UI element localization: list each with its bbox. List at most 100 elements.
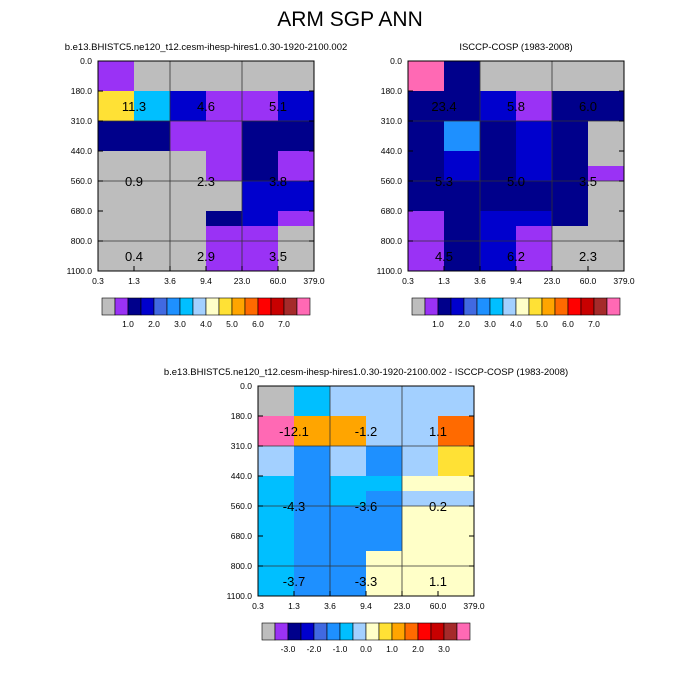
heatmap-cell [516,226,552,271]
difference-heatmap-panel: b.e13.BHISTC5.ne120_t12.cesm-ihesp-hires… [164,365,568,665]
heatmap-cell [206,181,242,211]
x-tick-label: 379.0 [463,601,485,611]
heatmap-cell [516,211,552,226]
heatmap-cell [438,491,474,506]
heatmap-cell [242,151,278,166]
x-tick-label: 9.4 [200,276,212,286]
heatmap-cell [98,121,134,151]
heatmap-cell [438,446,474,476]
heatmap-cell [438,536,474,551]
cell-value-label: -3.7 [283,574,305,589]
colorbar-label: 7.0 [588,319,600,329]
colorbar-label: 5.0 [226,319,238,329]
colorbar-swatch [404,622,419,641]
colorbar-swatch [456,622,471,641]
heatmap-cell [258,536,294,551]
y-tick-label: 800.0 [71,236,93,246]
colorbar-label: 3.0 [438,644,450,654]
colorbar-swatch [489,297,504,316]
heatmap-cell [438,386,474,416]
heatmap-cell [258,386,294,416]
heatmap-svg: ISCCP-COSP (1983-2008) 0.3 1.3 3.6 9.4 23.0 60… [377,42,635,329]
colorbar-swatch [127,297,142,316]
cell-value-label: 0.2 [429,499,447,514]
colorbar-swatch [411,297,426,316]
x-tick-label: 23.0 [544,276,561,286]
heatmap-cell [402,446,438,476]
colorbar-swatch [257,297,272,316]
colorbar-label: 3.0 [484,319,496,329]
heatmap-cell [330,506,366,536]
y-tick-label: 0.0 [240,381,252,391]
colorbar-swatch [391,622,406,641]
heatmap-cell [552,181,588,211]
x-tick-label: 3.6 [164,276,176,286]
heatmap-cell [516,91,552,121]
heatmap-cell [134,91,170,121]
heatmap-cell [438,416,474,446]
heatmap-cell [258,446,294,476]
cell-value-label: 5.8 [507,99,525,114]
heatmap-cell [278,226,314,271]
heatmap-cell [258,506,294,536]
heatmap-cell [444,91,480,121]
x-tick-label: 1.3 [128,276,140,286]
heatmap-cell [170,91,206,121]
colorbar-swatch [437,297,452,316]
heatmap-cell [134,226,170,271]
heatmap-cell [480,181,516,211]
y-tick-label: 440.0 [71,146,93,156]
heatmap-cell [294,446,330,476]
y-tick-label: 560.0 [71,176,93,186]
heatmap-cell [294,506,330,536]
x-tick-label: 60.0 [430,601,447,611]
heatmap-cell [134,121,170,151]
heatmap-cell [98,61,134,91]
heatmap-cell [278,61,314,91]
heatmap-cell [402,386,438,416]
y-tick-label: 560.0 [381,176,403,186]
x-tick-label: 1.3 [288,601,300,611]
heatmap-cell [552,226,588,271]
colorbar-swatch [567,297,582,316]
colorbar-swatch [502,297,517,316]
colorbar-label: 2.0 [458,319,470,329]
colorbar-swatch [231,297,246,316]
colorbar-swatch [140,297,155,316]
heatmap-cell [294,551,330,596]
heatmap-cell [278,166,314,181]
y-tick-label: 1100.0 [227,591,253,601]
heatmap-cell [516,61,552,91]
colorbar-swatch [287,622,302,641]
observation-heatmap-panel: ISCCP-COSP (1983-2008) 0.3 1.3 3.6 9.4 23.0 60… [350,40,670,340]
x-tick-label: 0.3 [402,276,414,286]
heatmap-cell [552,91,588,121]
x-tick-label: 3.6 [324,601,336,611]
cell-value-label: 5.0 [507,174,525,189]
heatmap-cell [206,211,242,226]
heatmap-cell [438,506,474,536]
heatmap-cell [402,416,438,446]
heatmap-cell [438,476,474,491]
colorbar-swatch [417,622,432,641]
colorbar-swatch [450,297,465,316]
heatmap-cell [294,536,330,551]
colorbar-label: -3.0 [281,644,296,654]
heatmap-cell [366,491,402,506]
colorbar-label: 2.0 [412,644,424,654]
heatmap-cell [206,166,242,181]
heatmap-cell [552,121,588,151]
heatmap-cell [438,551,474,596]
colorbar-swatch [365,622,380,641]
heatmap-cell [278,181,314,211]
colorbar-label: 6.0 [562,319,574,329]
x-tick-label: 379.0 [613,276,635,286]
heatmap-cell [134,61,170,91]
colorbar-swatch [261,622,276,641]
x-tick-label: 379.0 [303,276,325,286]
cell-value-label: 4.5 [435,249,453,264]
colorbar-label: 4.0 [200,319,212,329]
cell-value-label: 5.3 [435,174,453,189]
y-tick-label: 0.0 [390,56,402,66]
colorbar-swatch [270,297,285,316]
